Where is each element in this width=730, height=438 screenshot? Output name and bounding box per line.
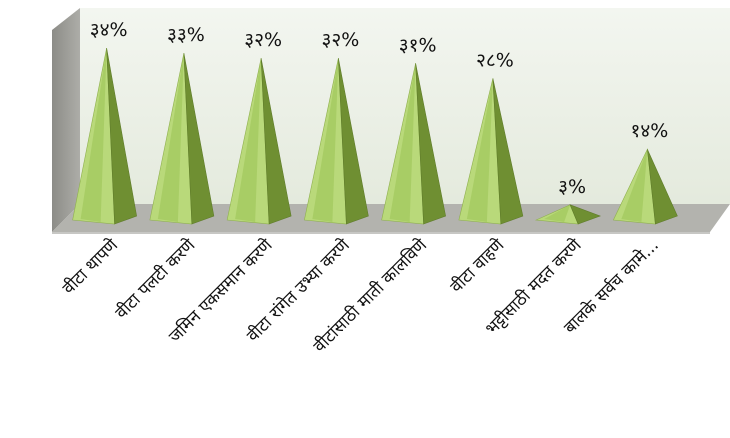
data-label: ३२% — [321, 29, 359, 51]
pyramid-face-right — [106, 48, 137, 225]
pyramid-4 — [304, 58, 369, 225]
pyramid-8 — [612, 148, 678, 225]
pyramid-face-right — [492, 78, 524, 225]
data-label: ३१% — [399, 34, 437, 56]
pyramid-highlight — [312, 58, 339, 222]
data-label: २८% — [476, 49, 514, 71]
data-label: ३२% — [244, 29, 282, 51]
pyramid-face-right — [183, 53, 215, 225]
pyramid-face-right — [647, 149, 678, 225]
pyramid-face-right — [415, 63, 446, 225]
pyramid-2 — [149, 53, 215, 225]
category-label: वीटा थापणे — [58, 234, 122, 298]
pyramid-7 — [534, 204, 601, 225]
pyramid-highlight — [621, 149, 648, 222]
data-label: ३% — [558, 176, 586, 198]
pyramid-highlight — [157, 53, 184, 222]
pyramid-5 — [381, 63, 446, 225]
pyramid-highlight — [80, 48, 107, 222]
pyramid-face-right — [260, 58, 292, 225]
pyramid-highlight — [235, 58, 262, 222]
pyramid-highlight — [544, 204, 571, 222]
data-label: ३३% — [167, 24, 205, 46]
pyramid-1 — [72, 48, 137, 225]
pyramid-3 — [226, 58, 292, 225]
category-label: वीटा पलटी करणे — [111, 234, 200, 323]
pyramid-face-right — [338, 58, 369, 225]
data-label: १४% — [630, 120, 668, 142]
data-label: ३४% — [90, 19, 128, 41]
pyramid-highlight — [389, 63, 416, 223]
pyramid-highlight — [466, 78, 493, 222]
side-wall — [52, 8, 80, 232]
pyramid-face-right — [569, 204, 601, 225]
pyramid-6 — [458, 78, 524, 225]
category-label: वीटा वाहणे — [446, 234, 509, 297]
